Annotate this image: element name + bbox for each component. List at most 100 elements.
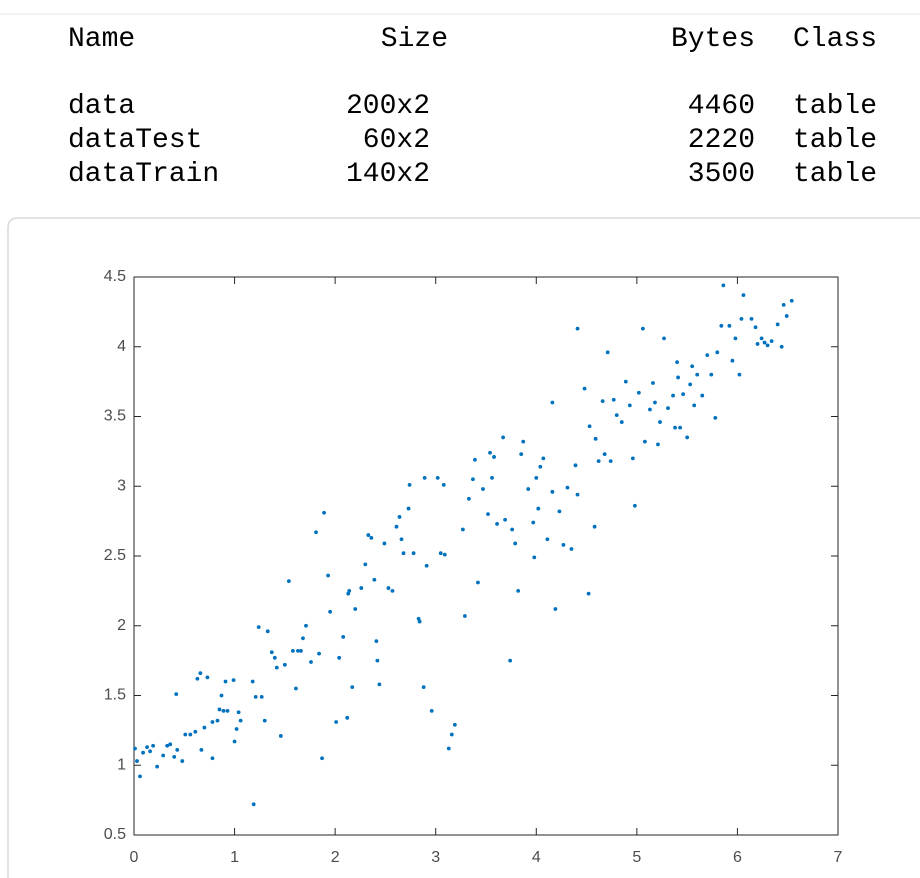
point [526,487,531,491]
y-tick-label: 2.5 [104,547,126,564]
point [133,746,137,751]
point [236,710,241,715]
point [600,399,605,404]
point [366,533,371,537]
point [386,586,391,590]
point [172,754,177,759]
table-cell: 4460 [688,91,755,122]
point [688,382,693,387]
y-tick-label: 1.5 [104,687,126,704]
point [596,459,601,464]
point [397,515,402,519]
point [651,381,655,385]
x-tick-label: 2 [331,849,340,866]
point [623,379,628,384]
point [741,293,746,298]
point [545,537,550,542]
point [183,732,188,737]
scatter-chart: 0.5 1 1.5 2 2.5 3 3.5 4 4.5 0 1 2 3 4 5 6 7 [104,268,843,866]
x-tick-label: 5 [632,849,641,866]
point [510,527,515,532]
point [490,475,494,480]
point [223,679,228,684]
point [739,316,744,321]
column-header: Bytes [671,24,755,55]
table-cell: 3500 [688,159,755,190]
point [401,551,406,556]
point [438,551,443,556]
point [700,393,705,398]
point [521,439,526,444]
point [265,629,270,634]
point [202,725,207,730]
point [619,420,624,424]
x-tick-label: 0 [130,849,139,866]
point [278,734,283,738]
column-header: Class [793,24,877,55]
point [382,541,387,546]
point [569,547,574,551]
point [789,298,794,303]
point [320,756,324,761]
point [221,708,226,713]
point [534,475,539,480]
point [198,671,203,676]
point [407,482,412,487]
point [592,524,597,529]
point [503,517,508,522]
point [769,339,774,344]
point [671,393,675,398]
point [486,512,490,517]
point [411,551,416,556]
point [347,588,352,593]
point [676,375,680,380]
point [675,360,679,364]
point [513,541,518,546]
point [232,739,237,744]
table-cell: data [68,91,135,122]
point [135,759,139,763]
point [561,542,566,547]
x-tick-label: 3 [431,849,440,866]
point [727,323,732,328]
point [175,748,180,752]
point [709,372,714,377]
point [538,464,543,469]
point [516,588,521,593]
point [372,577,377,582]
point [575,326,580,331]
point [174,692,179,697]
point [779,344,784,349]
point [662,336,666,341]
point [460,527,465,532]
point [155,764,160,769]
x-tick-label: 1 [230,849,239,866]
point [350,685,355,690]
point [719,323,724,328]
table-cell: 60x2 [363,125,430,156]
table-cell: dataTrain [68,159,219,190]
point [536,506,541,511]
point [715,350,720,355]
point [495,522,499,526]
point [328,609,333,614]
point [593,436,598,441]
point [210,756,215,761]
point [168,742,173,747]
column-header: Name [68,24,135,55]
point [630,456,635,461]
point [557,509,562,514]
point [690,364,695,369]
x-tick-label: 6 [733,849,742,866]
point [666,406,670,411]
point [681,392,686,397]
point [442,552,447,557]
point [565,485,570,490]
point [165,743,170,748]
point [215,718,220,723]
point [296,648,300,653]
point [390,588,395,593]
point [695,372,700,377]
point [304,623,308,628]
